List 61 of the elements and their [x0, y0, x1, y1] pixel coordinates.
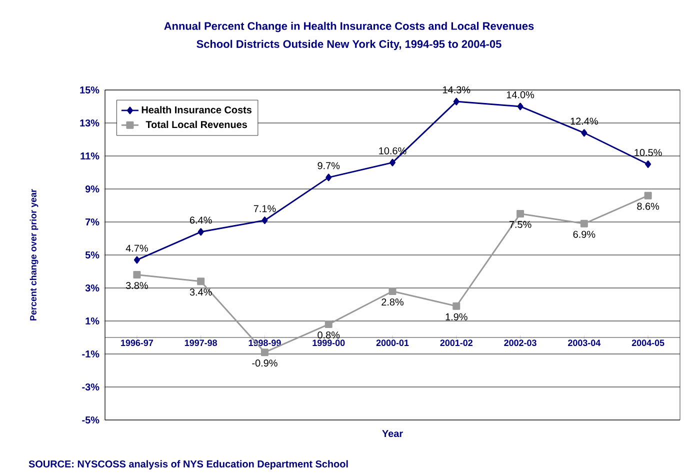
x-tick-label: 2002-03 [504, 340, 536, 346]
point [326, 174, 332, 182]
y-tick-label: 9% [85, 185, 100, 193]
data-label: 9.7% [318, 162, 340, 170]
y-tick-label: 5% [85, 251, 100, 258]
point [197, 278, 205, 286]
y-tick-label: -1% [82, 350, 100, 358]
data-label: 7.5% [509, 220, 532, 228]
data-label: 3.4% [190, 288, 212, 296]
data-label: 6.4% [190, 216, 212, 224]
x-tick-label: 2004-05 [632, 340, 664, 346]
point [581, 129, 588, 137]
data-label: 14.0% [506, 91, 534, 98]
y-tick-label: 15% [80, 86, 100, 94]
data-label: 12.4% [570, 118, 598, 125]
point [198, 228, 204, 236]
point [644, 192, 652, 200]
point [452, 302, 460, 310]
data-label: 7.1% [254, 205, 276, 212]
y-tick-label: 11% [80, 152, 100, 160]
y-tick-label: -3% [82, 383, 100, 391]
y-tick-label: 7% [86, 218, 100, 226]
data-label: 6.9% [573, 230, 596, 238]
point [517, 102, 524, 110]
data-label: 10.5% [634, 148, 662, 156]
point [453, 98, 460, 106]
point [133, 271, 141, 279]
x-tick-label: 1998-99 [248, 340, 281, 346]
x-tick-label: 2003-04 [568, 340, 601, 346]
x-tick-label: 1997-98 [184, 340, 218, 346]
data-label: 4.7% [126, 244, 148, 252]
data-label: 2.8% [382, 298, 404, 306]
point [645, 160, 652, 168]
legend-label: Total Local Revenues [146, 120, 248, 128]
x-tick-label: 1996-97 [121, 340, 154, 346]
y-tick-label: 13% [80, 119, 100, 127]
x-tick-label: 1999-00 [312, 340, 345, 346]
data-label: 1.9% [446, 313, 468, 320]
point [262, 216, 268, 224]
chart-subtitle: School Districts Outside New York City, 1994-95 to 2004-05 [196, 40, 502, 50]
point [324, 320, 332, 328]
y-tick-label: 3% [85, 284, 100, 292]
source-note: SOURCE: NYSCOSS analysis of NYS Education Department School [28, 460, 348, 470]
point [580, 220, 588, 228]
point [260, 348, 268, 356]
data-label: 0.8% [318, 331, 340, 339]
point [388, 288, 396, 296]
x-tick-label: 2000-01 [376, 340, 409, 346]
x-tick-label: 2001-02 [440, 340, 472, 346]
data-label: 3.8% [126, 282, 148, 290]
point [516, 210, 524, 218]
point [390, 158, 396, 166]
point [134, 256, 140, 264]
y-axis-title: Percent change over prior year [30, 189, 38, 320]
legend-label: Health Insurance Costs [142, 106, 252, 114]
data-label: -0.9% [252, 360, 278, 367]
x-axis-title: Year [382, 430, 403, 438]
chart-title: Annual Percent Change in Health Insurance Costs and Local Revenues [164, 22, 534, 32]
data-label: 8.6% [637, 202, 660, 210]
y-tick-label: 1% [86, 317, 100, 324]
y-tick-label: -5% [82, 416, 100, 424]
